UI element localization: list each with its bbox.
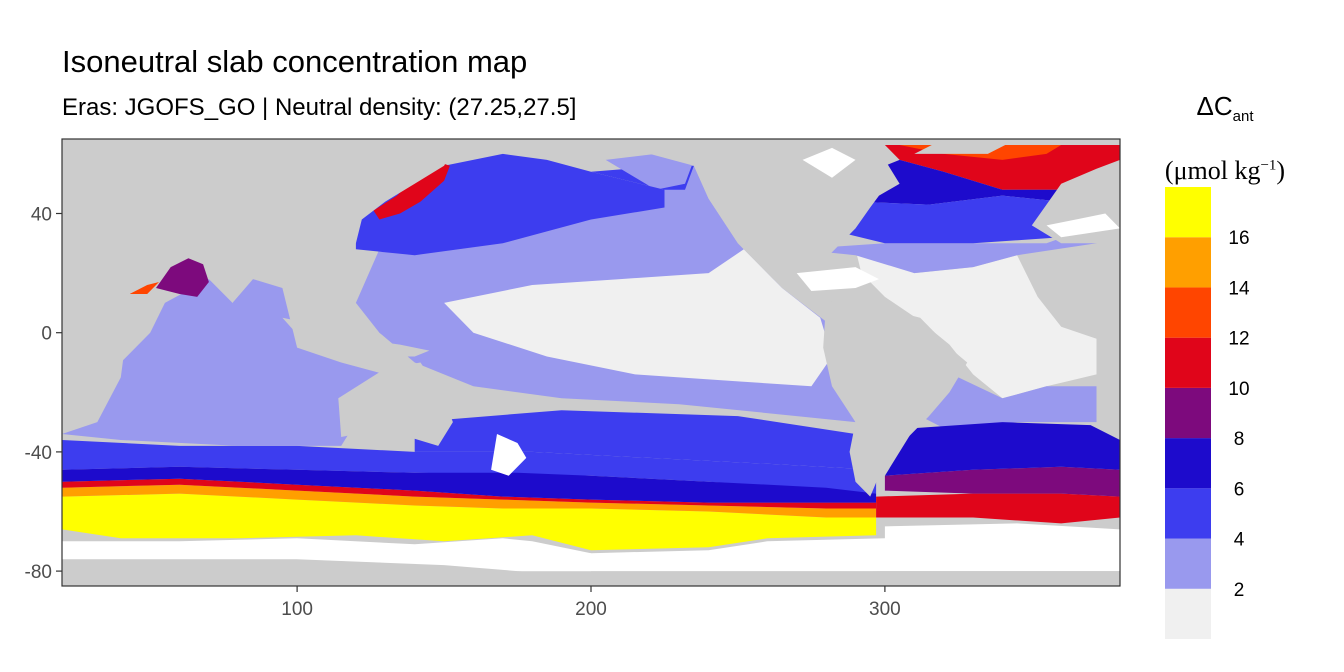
- south-atlantic-dark-blue: [884, 422, 1120, 476]
- indian-ocean-lavender: [62, 279, 415, 446]
- legend-label: 12: [1228, 329, 1249, 350]
- x-tick-label: 200: [575, 599, 607, 620]
- legend: 2 4 6 8 10 12 14 16: [1165, 187, 1250, 639]
- map-panel: [62, 139, 1120, 586]
- hudson-no-data: [802, 147, 856, 178]
- south-america-land: [823, 296, 968, 497]
- south-atlantic-red-band: [876, 493, 1120, 524]
- antarctica-land: [62, 559, 1120, 586]
- legend-title: ΔCant (μmol kg−1): [1150, 82, 1300, 195]
- legend-swatch: [1165, 538, 1211, 589]
- legend-label: 2: [1234, 580, 1245, 601]
- greenland-land: [914, 139, 1018, 154]
- atlantic-lavender: [920, 377, 1097, 429]
- legend-label: 14: [1228, 278, 1250, 299]
- legend-swatch: [1165, 287, 1211, 338]
- legend-swatch: [1165, 187, 1211, 238]
- legend-label: 8: [1234, 429, 1245, 450]
- x-axis: 100 200 300: [281, 586, 901, 620]
- legend-unit: (μmol kg−1): [1164, 155, 1286, 185]
- arabian-sea-purple: [156, 258, 209, 297]
- southern-ocean-yellow-core: [62, 493, 877, 551]
- atlantic-grey: [855, 249, 1097, 399]
- y-tick-label: -40: [25, 443, 52, 464]
- north-america-land: [591, 139, 900, 309]
- ross-sea-no-data: [502, 550, 591, 572]
- chart-title: Isoneutral slab concentration map: [62, 44, 528, 79]
- indian-ocean-blue: [62, 440, 877, 494]
- north-atlantic-lavender: [796, 225, 1097, 274]
- legend-swatch: [1165, 337, 1211, 388]
- legend-label: 6: [1234, 479, 1245, 500]
- north-atlantic-red: [884, 145, 1120, 190]
- y-tick-label: -80: [25, 562, 52, 583]
- australia-land: [338, 362, 453, 446]
- legend-label: 4: [1234, 530, 1245, 551]
- weddell-no-data: [884, 523, 1120, 560]
- chart-subtitle: Eras: JGOFS_GO | Neutral density: (27.25…: [62, 94, 577, 121]
- legend-swatch: [1165, 588, 1211, 639]
- south-atlantic-purple-band: [884, 466, 1120, 497]
- legend-swatch: [1165, 488, 1211, 539]
- y-axis: 40 0 -40 -80: [25, 205, 62, 583]
- legend-swatch: [1165, 387, 1211, 439]
- southern-ocean-orange-edge: [62, 484, 877, 518]
- legend-label: 16: [1228, 228, 1249, 249]
- north-atlantic-blue: [811, 195, 1097, 244]
- indonesia-land: [282, 317, 430, 357]
- north-atlantic-dark-blue: [855, 159, 1097, 208]
- kuroshio-red: [373, 159, 450, 220]
- mediterranean-no-data: [1046, 213, 1120, 238]
- y-tick-label: 40: [31, 205, 52, 226]
- europe-asia-land: [62, 139, 459, 303]
- north-pacific-east-lavender: [605, 153, 694, 190]
- legend-swatch: [1165, 237, 1211, 288]
- south-pacific-blue: [414, 410, 877, 470]
- equatorial-pacific-grey: [444, 249, 832, 387]
- africa-land: [62, 234, 151, 434]
- southern-ocean-dark-blue: [62, 466, 877, 503]
- legend-label: 10: [1228, 379, 1249, 400]
- x-tick-label: 300: [869, 599, 901, 620]
- caribbean-no-data: [796, 267, 879, 291]
- legend-variable: ΔCant: [1196, 91, 1254, 126]
- y-tick-label: 0: [41, 324, 52, 345]
- southern-ocean-red-edge: [62, 478, 877, 509]
- red-sea-orange: [129, 282, 159, 294]
- x-tick-label: 100: [281, 599, 313, 620]
- new-zealand-no-data: [491, 434, 527, 476]
- legend-swatch: [1165, 438, 1211, 489]
